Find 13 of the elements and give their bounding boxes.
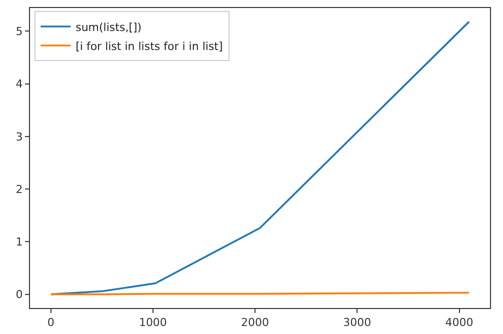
y-tick-label: 3 bbox=[16, 130, 23, 144]
x-tick-label: 2000 bbox=[241, 316, 270, 330]
x-tick-label: 4000 bbox=[445, 316, 474, 330]
legend-label: [i for list in lists for i in list] bbox=[76, 40, 223, 53]
y-tick-label: 1 bbox=[16, 236, 23, 249]
y-tick-label: 4 bbox=[16, 78, 23, 91]
legend-label: sum(lists,[]) bbox=[76, 20, 142, 34]
y-tick-label: 2 bbox=[16, 182, 23, 196]
x-tick-label: 3000 bbox=[343, 316, 372, 330]
x-tick-label: 0 bbox=[47, 316, 54, 330]
x-tick-label: 1000 bbox=[138, 316, 167, 330]
y-tick-label: 0 bbox=[16, 288, 23, 302]
y-tick-label: 5 bbox=[16, 25, 23, 38]
